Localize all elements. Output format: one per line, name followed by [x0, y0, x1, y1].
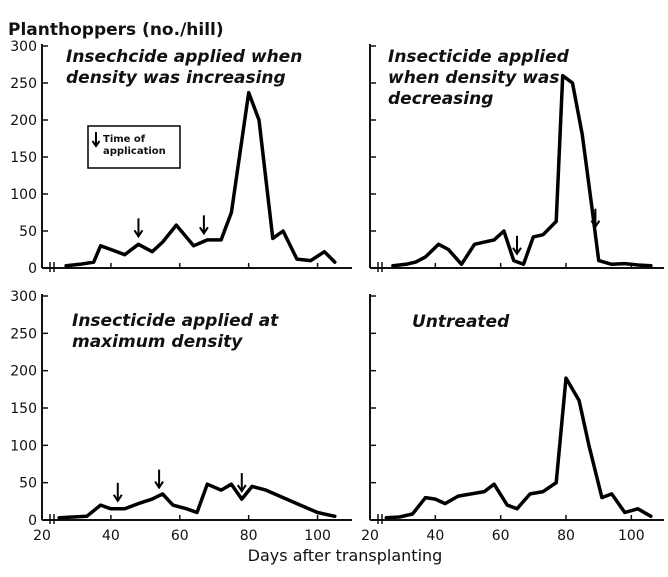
- application-arrowhead: [154, 481, 164, 490]
- y-tick-label: 300: [10, 289, 37, 305]
- series-line-panel-1: [64, 90, 337, 268]
- x-axis-title: Days after transplanting: [248, 546, 443, 565]
- y-tick-label: 0: [28, 261, 37, 277]
- x-tick-label: 20: [33, 528, 51, 544]
- y-tick-label: 250: [10, 326, 37, 342]
- series-line-panel-3: [57, 482, 337, 520]
- panel-title-line: when density was: [388, 68, 560, 88]
- y-tick-label: 150: [10, 150, 37, 166]
- x-tick-label: 60: [171, 528, 189, 544]
- application-arrowhead: [133, 229, 144, 239]
- y-tick-label: 100: [10, 438, 37, 454]
- y-tick-label: 200: [10, 113, 37, 129]
- x-tick-label: 40: [426, 528, 444, 544]
- y-tick-label: 200: [10, 364, 37, 380]
- legend-box: [87, 125, 181, 169]
- y-axis-title: Planthoppers (no./hill): [8, 20, 224, 40]
- panel-title-line: maximum density: [72, 332, 243, 352]
- x-tick-label: 60: [492, 528, 510, 544]
- x-tick-label: 80: [557, 528, 575, 544]
- panel-title-line: Insecticide applied: [388, 47, 570, 67]
- application-arrowhead: [199, 226, 209, 236]
- y-tick-label: 250: [10, 76, 37, 92]
- application-arrowhead: [512, 247, 522, 256]
- application-arrowhead: [236, 484, 247, 493]
- y-tick-label: 50: [19, 476, 37, 492]
- x-tick-label: 100: [304, 528, 331, 544]
- x-tick-label: 80: [240, 528, 258, 544]
- x-tick-label: 100: [618, 528, 645, 544]
- y-tick-label: 100: [10, 187, 37, 203]
- series-line-panel-2: [391, 73, 653, 268]
- application-arrowhead: [590, 220, 601, 229]
- panel-title-line: Insecticide applied at: [72, 311, 279, 331]
- panel-title-line: density was increasing: [66, 68, 286, 88]
- series-line-panel-4: [384, 376, 653, 520]
- y-tick-label: 300: [10, 39, 37, 55]
- legend-text-line: Time of: [103, 134, 146, 145]
- legend-text-line: application: [103, 146, 166, 157]
- y-tick-label: 50: [19, 224, 37, 240]
- panel-title-line: Untreated: [412, 312, 510, 332]
- panel-title-line: Insechcide applied when: [66, 47, 302, 67]
- x-tick-label: 40: [102, 528, 120, 544]
- legend-arrowhead: [91, 140, 101, 148]
- y-tick-label: 0: [28, 513, 37, 529]
- x-tick-label: 20: [361, 528, 379, 544]
- application-arrowhead: [112, 494, 123, 503]
- y-tick-label: 150: [10, 401, 37, 417]
- panel-title-line: decreasing: [388, 89, 493, 109]
